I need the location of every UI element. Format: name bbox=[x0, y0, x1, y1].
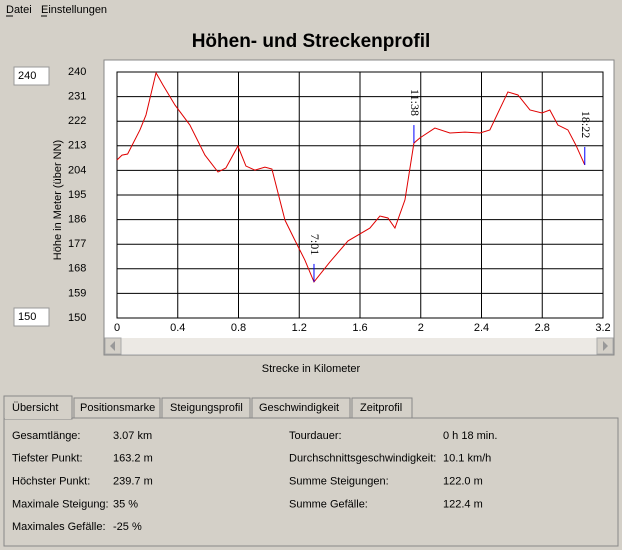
min-input-value: 150 bbox=[18, 311, 36, 323]
y-tick-label: 222 bbox=[68, 115, 86, 127]
tab-label: Geschwindigkeit bbox=[259, 402, 339, 414]
tab[interactable]: Zeitprofil bbox=[351, 397, 413, 419]
summary-label: Gesamtlänge: bbox=[12, 430, 80, 442]
chart-title: Höhen- und Streckenprofil bbox=[192, 31, 431, 52]
tab[interactable]: Geschwindigkeit bbox=[251, 397, 351, 419]
summary-value: 163.2 m bbox=[113, 453, 153, 465]
summary-value: 35 % bbox=[113, 498, 138, 510]
x-tick-label: 2.8 bbox=[535, 322, 550, 334]
summary-value: -25 % bbox=[113, 521, 142, 533]
marker-label: 18:22 bbox=[579, 111, 593, 138]
tab[interactable]: Übersicht bbox=[3, 395, 73, 420]
summary-label: Maximales Gefälle: bbox=[12, 521, 106, 533]
summary-label: Tiefster Punkt: bbox=[12, 453, 83, 465]
summary-label: Summe Gefälle: bbox=[289, 498, 368, 510]
y-tick-label: 186 bbox=[68, 214, 86, 226]
y-tick-label: 168 bbox=[68, 263, 86, 275]
y-tick-label: 177 bbox=[68, 238, 86, 250]
y-tick-label: 159 bbox=[68, 287, 86, 299]
summary-label: Tourdauer: bbox=[289, 430, 342, 442]
elevation-line bbox=[116, 71, 586, 283]
summary-label: Maximale Steigung: bbox=[12, 498, 109, 510]
marker-label: 7:01 bbox=[308, 234, 322, 255]
tab-panel bbox=[3, 417, 619, 547]
summary-label: Summe Steigungen: bbox=[289, 476, 389, 488]
summary-value: 239.7 m bbox=[113, 476, 153, 488]
summary-label: Durchschnittsgeschwindigkeit: bbox=[289, 453, 436, 465]
arrow bbox=[110, 341, 115, 351]
x-tick-label: 3.2 bbox=[595, 322, 610, 334]
arrow bbox=[603, 341, 608, 351]
tab[interactable]: Positionsmarke bbox=[73, 397, 161, 419]
y-tick-label: 240 bbox=[68, 66, 86, 78]
y-axis-label: Höhe in Meter (über NN) bbox=[52, 140, 64, 260]
x-tick-label: 2.4 bbox=[474, 322, 489, 334]
x-tick-label: 0.8 bbox=[231, 322, 246, 334]
summary-value: 10.1 km/h bbox=[443, 453, 491, 465]
y-tick-label: 150 bbox=[68, 312, 86, 324]
y-tick-label: 204 bbox=[68, 164, 86, 176]
menu-item[interactable]: Einstellungen bbox=[41, 4, 107, 16]
y-tick-label: 195 bbox=[68, 189, 86, 201]
tab[interactable]: Steigungsprofil bbox=[161, 397, 251, 419]
scrollbar[interactable] bbox=[105, 338, 613, 354]
x-tick-label: 0.4 bbox=[170, 322, 185, 334]
max-input-value: 240 bbox=[18, 70, 36, 82]
summary-value: 3.07 km bbox=[113, 430, 152, 442]
tab-label: Positionsmarke bbox=[80, 402, 155, 414]
y-tick-label: 231 bbox=[68, 91, 86, 103]
x-axis-label: Strecke in Kilometer bbox=[262, 363, 361, 375]
tab-label: Zeitprofil bbox=[360, 402, 402, 414]
tab-label: Steigungsprofil bbox=[170, 402, 243, 414]
summary-value: 122.0 m bbox=[443, 476, 483, 488]
menu-item[interactable]: Datei bbox=[6, 4, 32, 16]
marker-label: 11:38 bbox=[408, 89, 422, 116]
tab-label: Übersicht bbox=[12, 402, 58, 414]
menu-bar bbox=[0, 0, 622, 20]
chart-panel bbox=[103, 59, 615, 356]
x-tick-label: 0 bbox=[114, 322, 120, 334]
min-input[interactable] bbox=[13, 307, 50, 327]
summary-value: 0 h 18 min. bbox=[443, 430, 497, 442]
summary-label: Höchster Punkt: bbox=[12, 476, 90, 488]
x-tick-label: 1.2 bbox=[292, 322, 307, 334]
x-tick-label: 1.6 bbox=[352, 322, 367, 334]
x-tick-label: 2 bbox=[418, 322, 424, 334]
y-tick-label: 213 bbox=[68, 140, 86, 152]
plot-frame bbox=[116, 71, 604, 319]
max-input[interactable] bbox=[13, 66, 50, 86]
summary-value: 122.4 m bbox=[443, 498, 483, 510]
